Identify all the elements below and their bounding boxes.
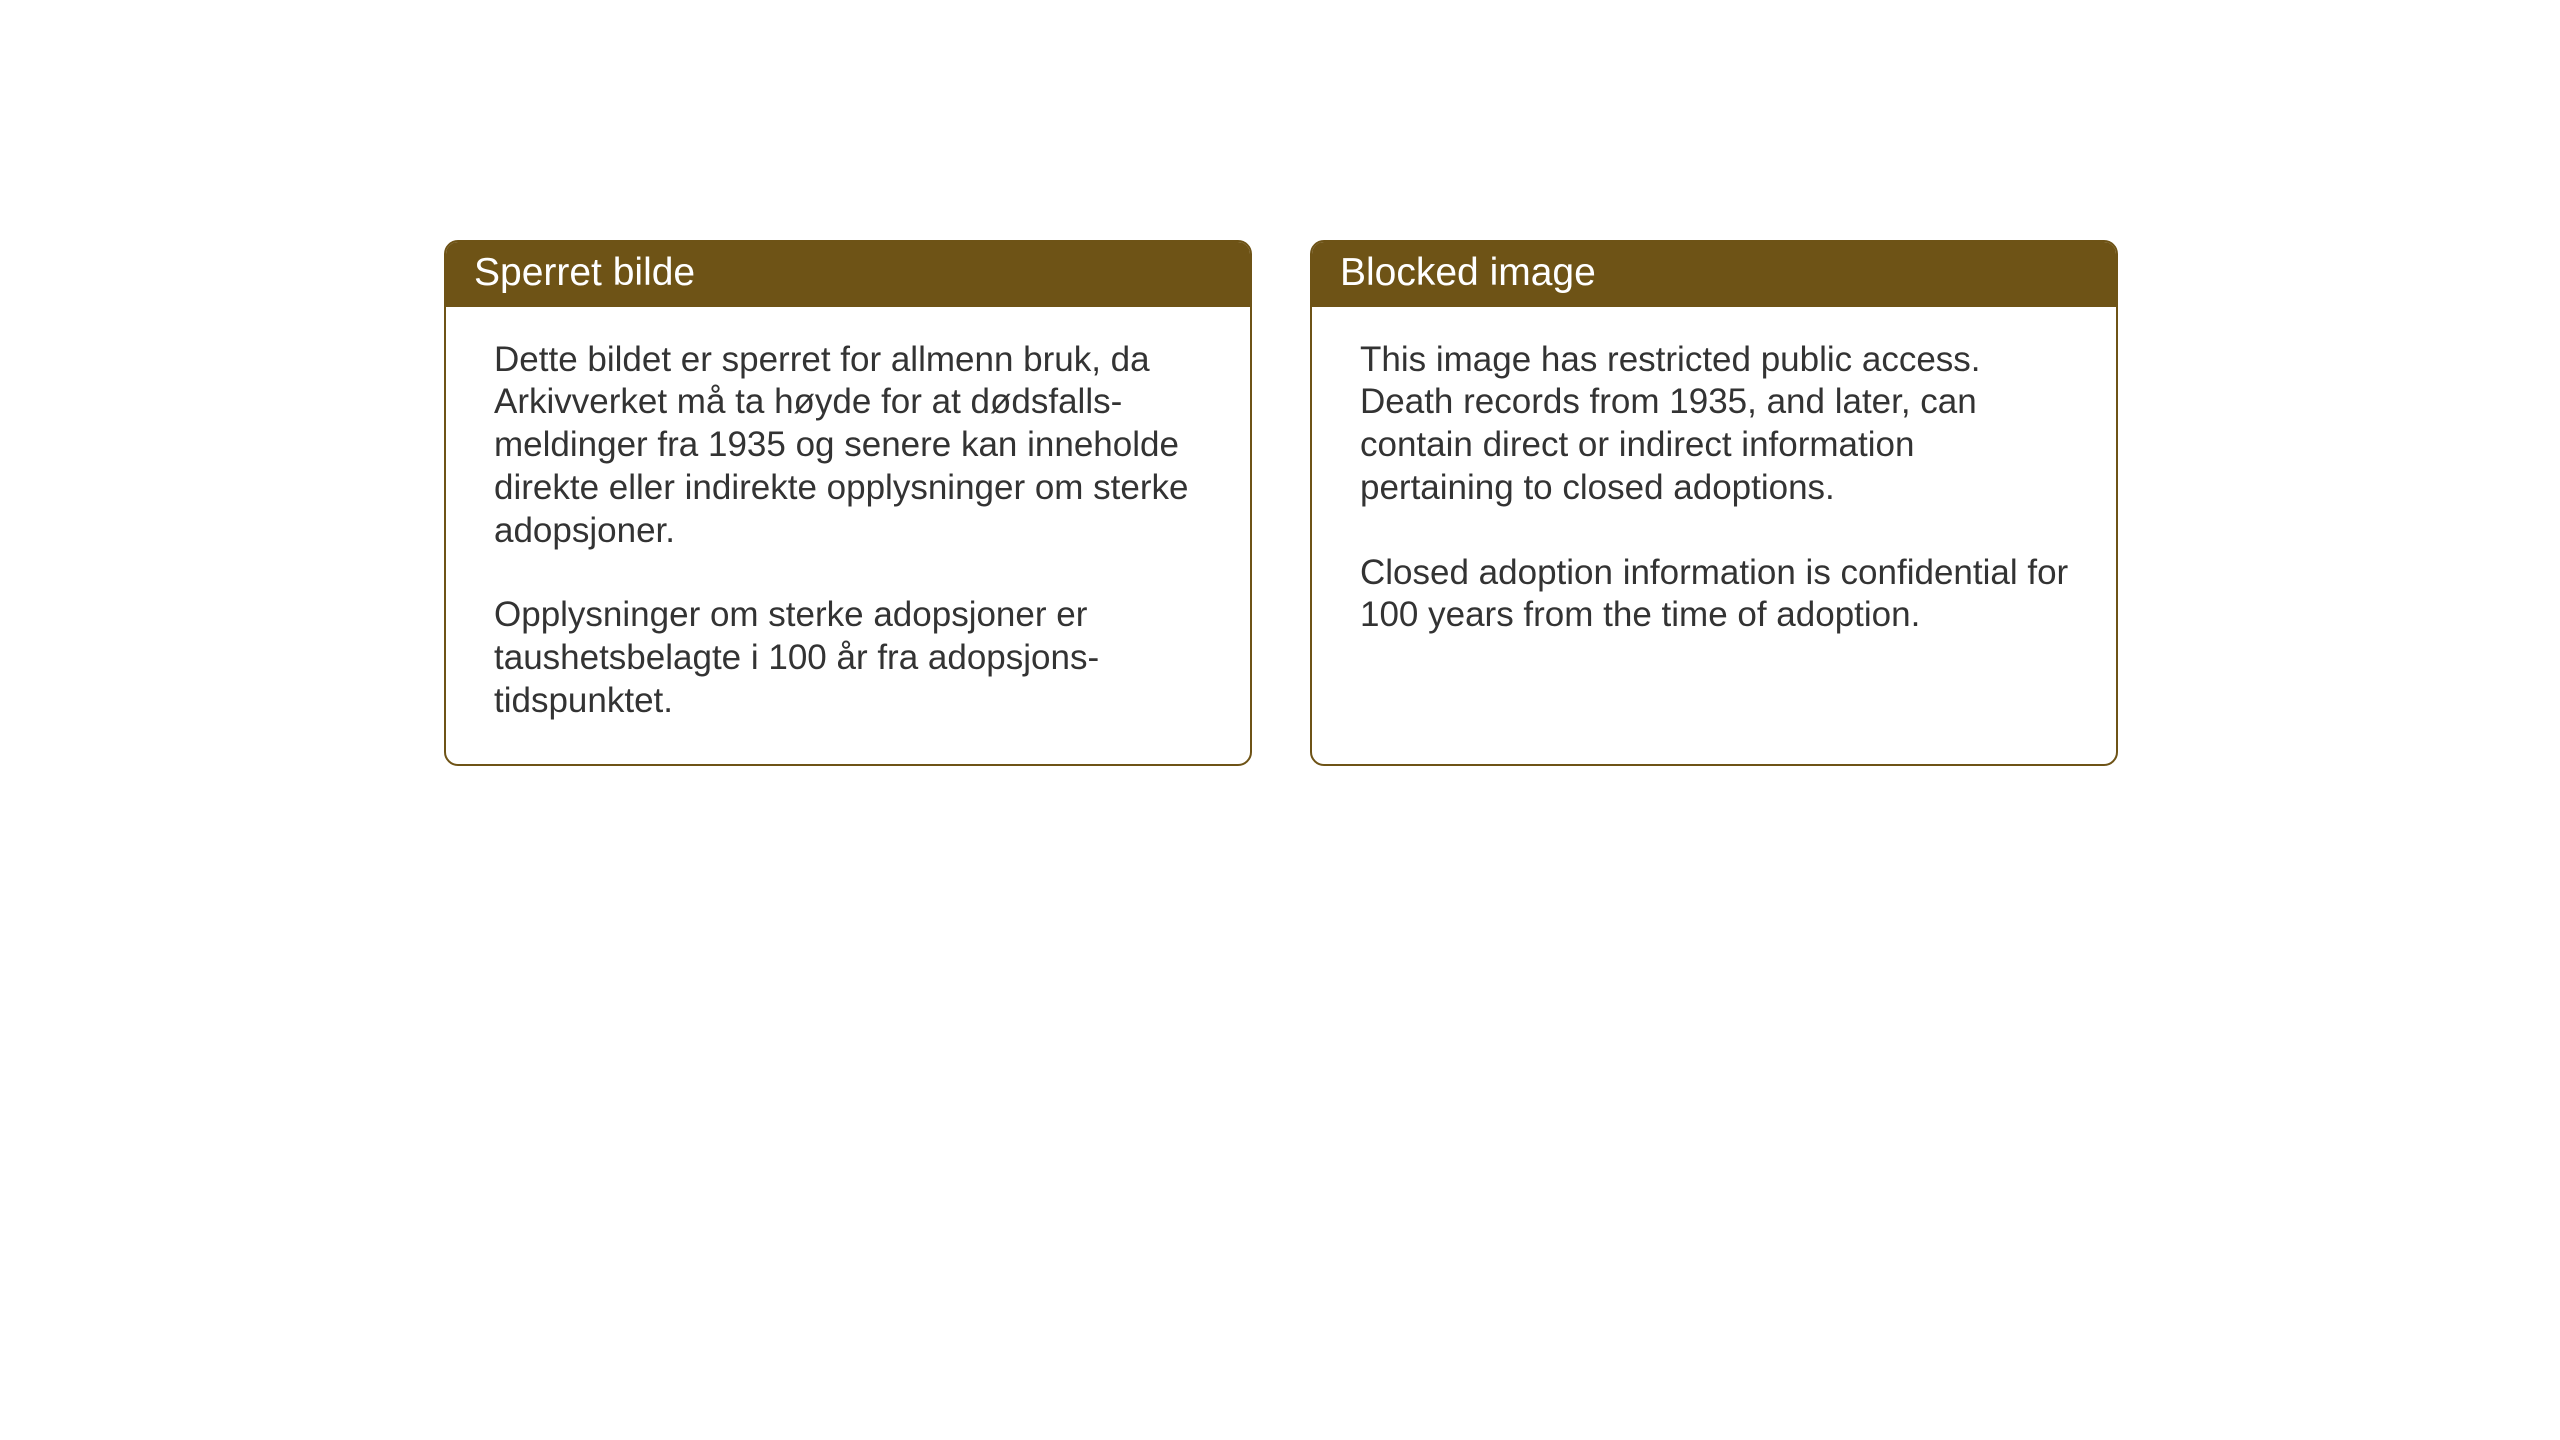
norwegian-card-body: Dette bildet er sperret for allmenn bruk… bbox=[446, 307, 1250, 765]
norwegian-card-title: Sperret bilde bbox=[446, 242, 1250, 307]
norwegian-paragraph-1: Dette bildet er sperret for allmenn bruk… bbox=[494, 339, 1206, 552]
norwegian-paragraph-2: Opplysninger om sterke adopsjoner er tau… bbox=[494, 594, 1206, 722]
english-card-title: Blocked image bbox=[1312, 242, 2116, 307]
english-paragraph-1: This image has restricted public access.… bbox=[1360, 339, 2072, 510]
english-card-body: This image has restricted public access.… bbox=[1312, 307, 2116, 679]
notice-container: Sperret bilde Dette bildet er sperret fo… bbox=[444, 240, 2118, 766]
norwegian-notice-card: Sperret bilde Dette bildet er sperret fo… bbox=[444, 240, 1252, 766]
english-notice-card: Blocked image This image has restricted … bbox=[1310, 240, 2118, 766]
english-paragraph-2: Closed adoption information is confident… bbox=[1360, 552, 2072, 637]
